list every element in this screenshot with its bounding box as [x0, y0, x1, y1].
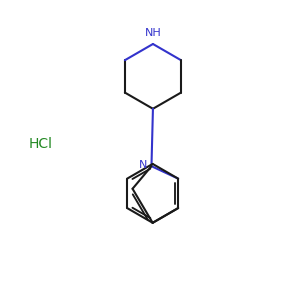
Text: HCl: HCl — [29, 137, 53, 151]
Text: N: N — [139, 160, 147, 170]
Text: NH: NH — [145, 28, 161, 38]
